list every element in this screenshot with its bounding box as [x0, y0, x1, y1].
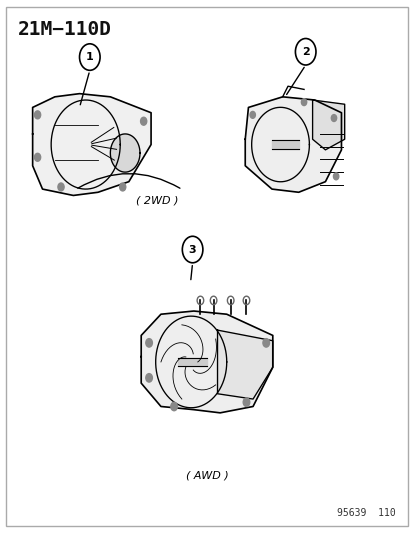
Circle shape: [119, 183, 126, 191]
Text: ( AWD ): ( AWD ): [185, 471, 228, 481]
Polygon shape: [244, 97, 341, 192]
Circle shape: [262, 338, 269, 347]
Text: 2: 2: [301, 47, 309, 56]
Circle shape: [34, 111, 40, 119]
Circle shape: [332, 173, 338, 180]
Circle shape: [330, 115, 336, 122]
Text: 1: 1: [86, 52, 93, 62]
Polygon shape: [110, 134, 140, 172]
Circle shape: [140, 117, 146, 125]
Text: ( 2WD ): ( 2WD ): [136, 196, 178, 206]
Circle shape: [145, 338, 152, 347]
Circle shape: [182, 236, 202, 263]
Circle shape: [34, 154, 40, 161]
Polygon shape: [141, 311, 272, 413]
Circle shape: [301, 99, 306, 106]
Text: 21M−110D: 21M−110D: [18, 20, 112, 39]
Circle shape: [145, 374, 152, 382]
Text: 3: 3: [188, 245, 196, 255]
Circle shape: [79, 44, 100, 70]
Circle shape: [249, 111, 255, 118]
Circle shape: [171, 402, 177, 411]
Text: 95639  110: 95639 110: [337, 508, 395, 519]
Polygon shape: [33, 94, 151, 196]
Circle shape: [295, 38, 315, 65]
Circle shape: [58, 183, 64, 191]
Polygon shape: [217, 330, 272, 399]
Circle shape: [242, 398, 249, 407]
Polygon shape: [312, 100, 344, 150]
